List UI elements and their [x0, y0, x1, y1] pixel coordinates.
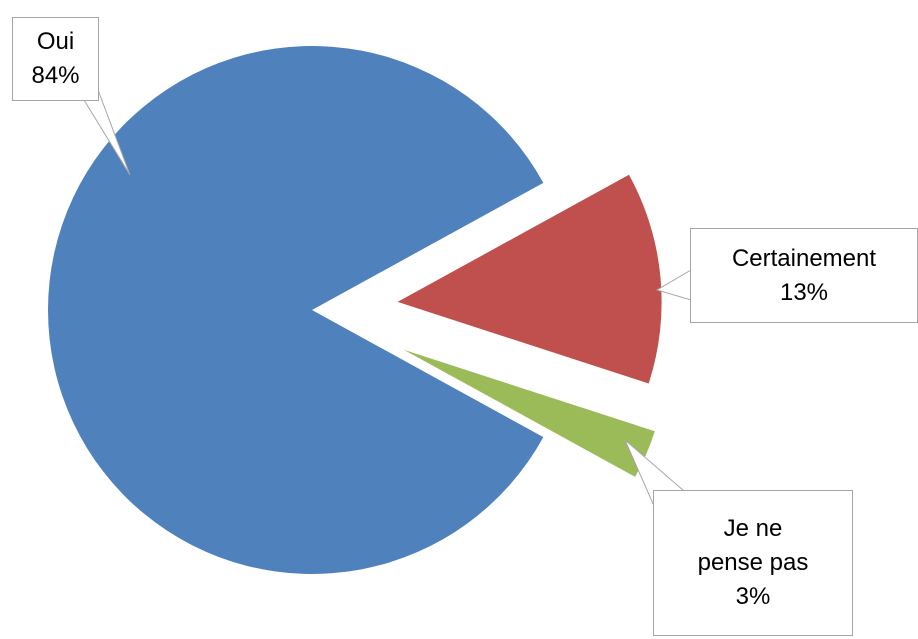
data-label: Je ne pense pas 3% [653, 490, 853, 636]
pie-slice [397, 174, 662, 384]
pie-slice [403, 349, 655, 477]
pie-slice [48, 46, 544, 575]
category-label: Je ne pense pas [697, 515, 809, 576]
category-label: Oui [36, 28, 75, 55]
slices [48, 46, 662, 575]
data-label: Oui 84% [12, 17, 99, 101]
callout-pointer [655, 269, 692, 301]
value-label: 84% [31, 62, 80, 89]
data-label: Certainement 13% [690, 228, 918, 323]
value-label: 13% [779, 278, 829, 306]
value-label: 3% [735, 583, 771, 610]
category-label: Certainement [731, 244, 877, 272]
